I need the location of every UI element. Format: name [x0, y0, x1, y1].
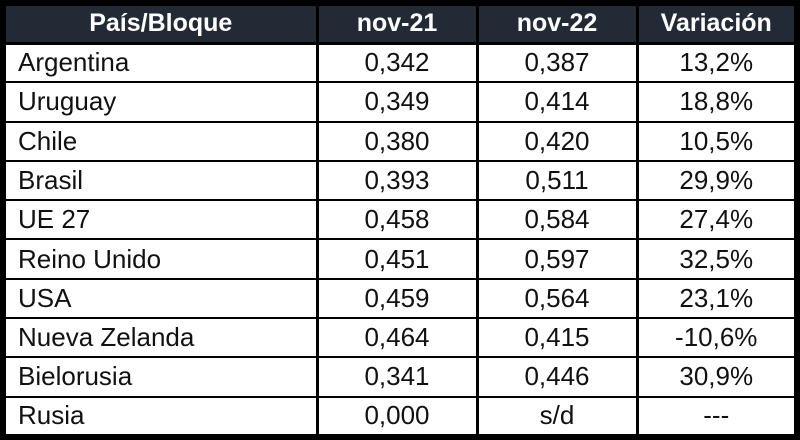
country-cell: Bielorusia: [1, 356, 319, 398]
table-row: Chile 0,380 0,420 10,5%: [1, 120, 799, 162]
value-cell: 0,459: [315, 277, 479, 319]
table-row: Reino Unido 0,451 0,597 32,5%: [1, 238, 799, 280]
country-cell: USA: [1, 277, 319, 319]
value-cell: 0,393: [315, 159, 479, 202]
value-cell: 0,584: [475, 199, 639, 241]
value-cell: 0,342: [315, 41, 479, 84]
country-cell: Brasil: [1, 159, 319, 202]
column-header-1: nov-21: [315, 1, 479, 45]
table-header: País/Bloque nov-21 nov-22 Variación: [1, 1, 799, 45]
table-row: USA 0,459 0,564 23,1%: [1, 277, 799, 319]
value-cell: 0,420: [475, 120, 639, 162]
country-cell: UE 27: [1, 199, 319, 241]
value-cell: 0,597: [475, 238, 639, 280]
table-row: Nueva Zelanda 0,464 0,415 -10,6%: [1, 316, 799, 359]
value-cell: 0,415: [475, 316, 639, 359]
value-cell: 0,387: [475, 41, 639, 84]
header-row: País/Bloque nov-21 nov-22 Variación: [1, 1, 799, 45]
value-cell: 0,349: [315, 81, 479, 123]
table-body: Argentina 0,342 0,387 13,2% Uruguay 0,349 0,41…: [1, 41, 799, 439]
country-cell: Argentina: [1, 41, 319, 84]
country-cell: Uruguay: [1, 81, 319, 123]
table-row: Brasil 0,393 0,511 29,9%: [1, 159, 799, 202]
value-cell: 0,451: [315, 238, 479, 280]
country-cell: Chile: [1, 120, 319, 162]
value-cell: 0,380: [315, 120, 479, 162]
country-cell: Reino Unido: [1, 238, 319, 280]
value-cell: 29,9%: [635, 159, 799, 202]
value-cell: s/d: [475, 395, 639, 439]
value-cell: 0,341: [315, 356, 479, 398]
value-cell: 10,5%: [635, 120, 799, 162]
table-row: Rusia 0,000 s/d ---: [1, 395, 799, 439]
value-cell: 27,4%: [635, 199, 799, 241]
table-row: Argentina 0,342 0,387 13,2%: [1, 41, 799, 84]
value-cell: ---: [635, 395, 799, 439]
column-header-2: nov-22: [475, 1, 639, 45]
country-cell: Nueva Zelanda: [1, 316, 319, 359]
value-cell: 0,414: [475, 81, 639, 123]
column-header-0: País/Bloque: [1, 1, 319, 45]
value-cell: 32,5%: [635, 238, 799, 280]
value-cell: 0,464: [315, 316, 479, 359]
value-cell: 30,9%: [635, 356, 799, 398]
value-cell: 0,446: [475, 356, 639, 398]
column-header-3: Variación: [635, 1, 799, 45]
value-cell: 0,564: [475, 277, 639, 319]
value-cell: 0,511: [475, 159, 639, 202]
value-cell: 0,000: [315, 395, 479, 439]
value-cell: 0,458: [315, 199, 479, 241]
value-cell: 13,2%: [635, 41, 799, 84]
value-cell: 18,8%: [635, 81, 799, 123]
table-row: UE 27 0,458 0,584 27,4%: [1, 199, 799, 241]
country-cell: Rusia: [1, 395, 319, 439]
value-cell: 23,1%: [635, 277, 799, 319]
table-row: Uruguay 0,349 0,414 18,8%: [1, 81, 799, 123]
table-row: Bielorusia 0,341 0,446 30,9%: [1, 356, 799, 398]
value-cell: -10,6%: [635, 316, 799, 359]
